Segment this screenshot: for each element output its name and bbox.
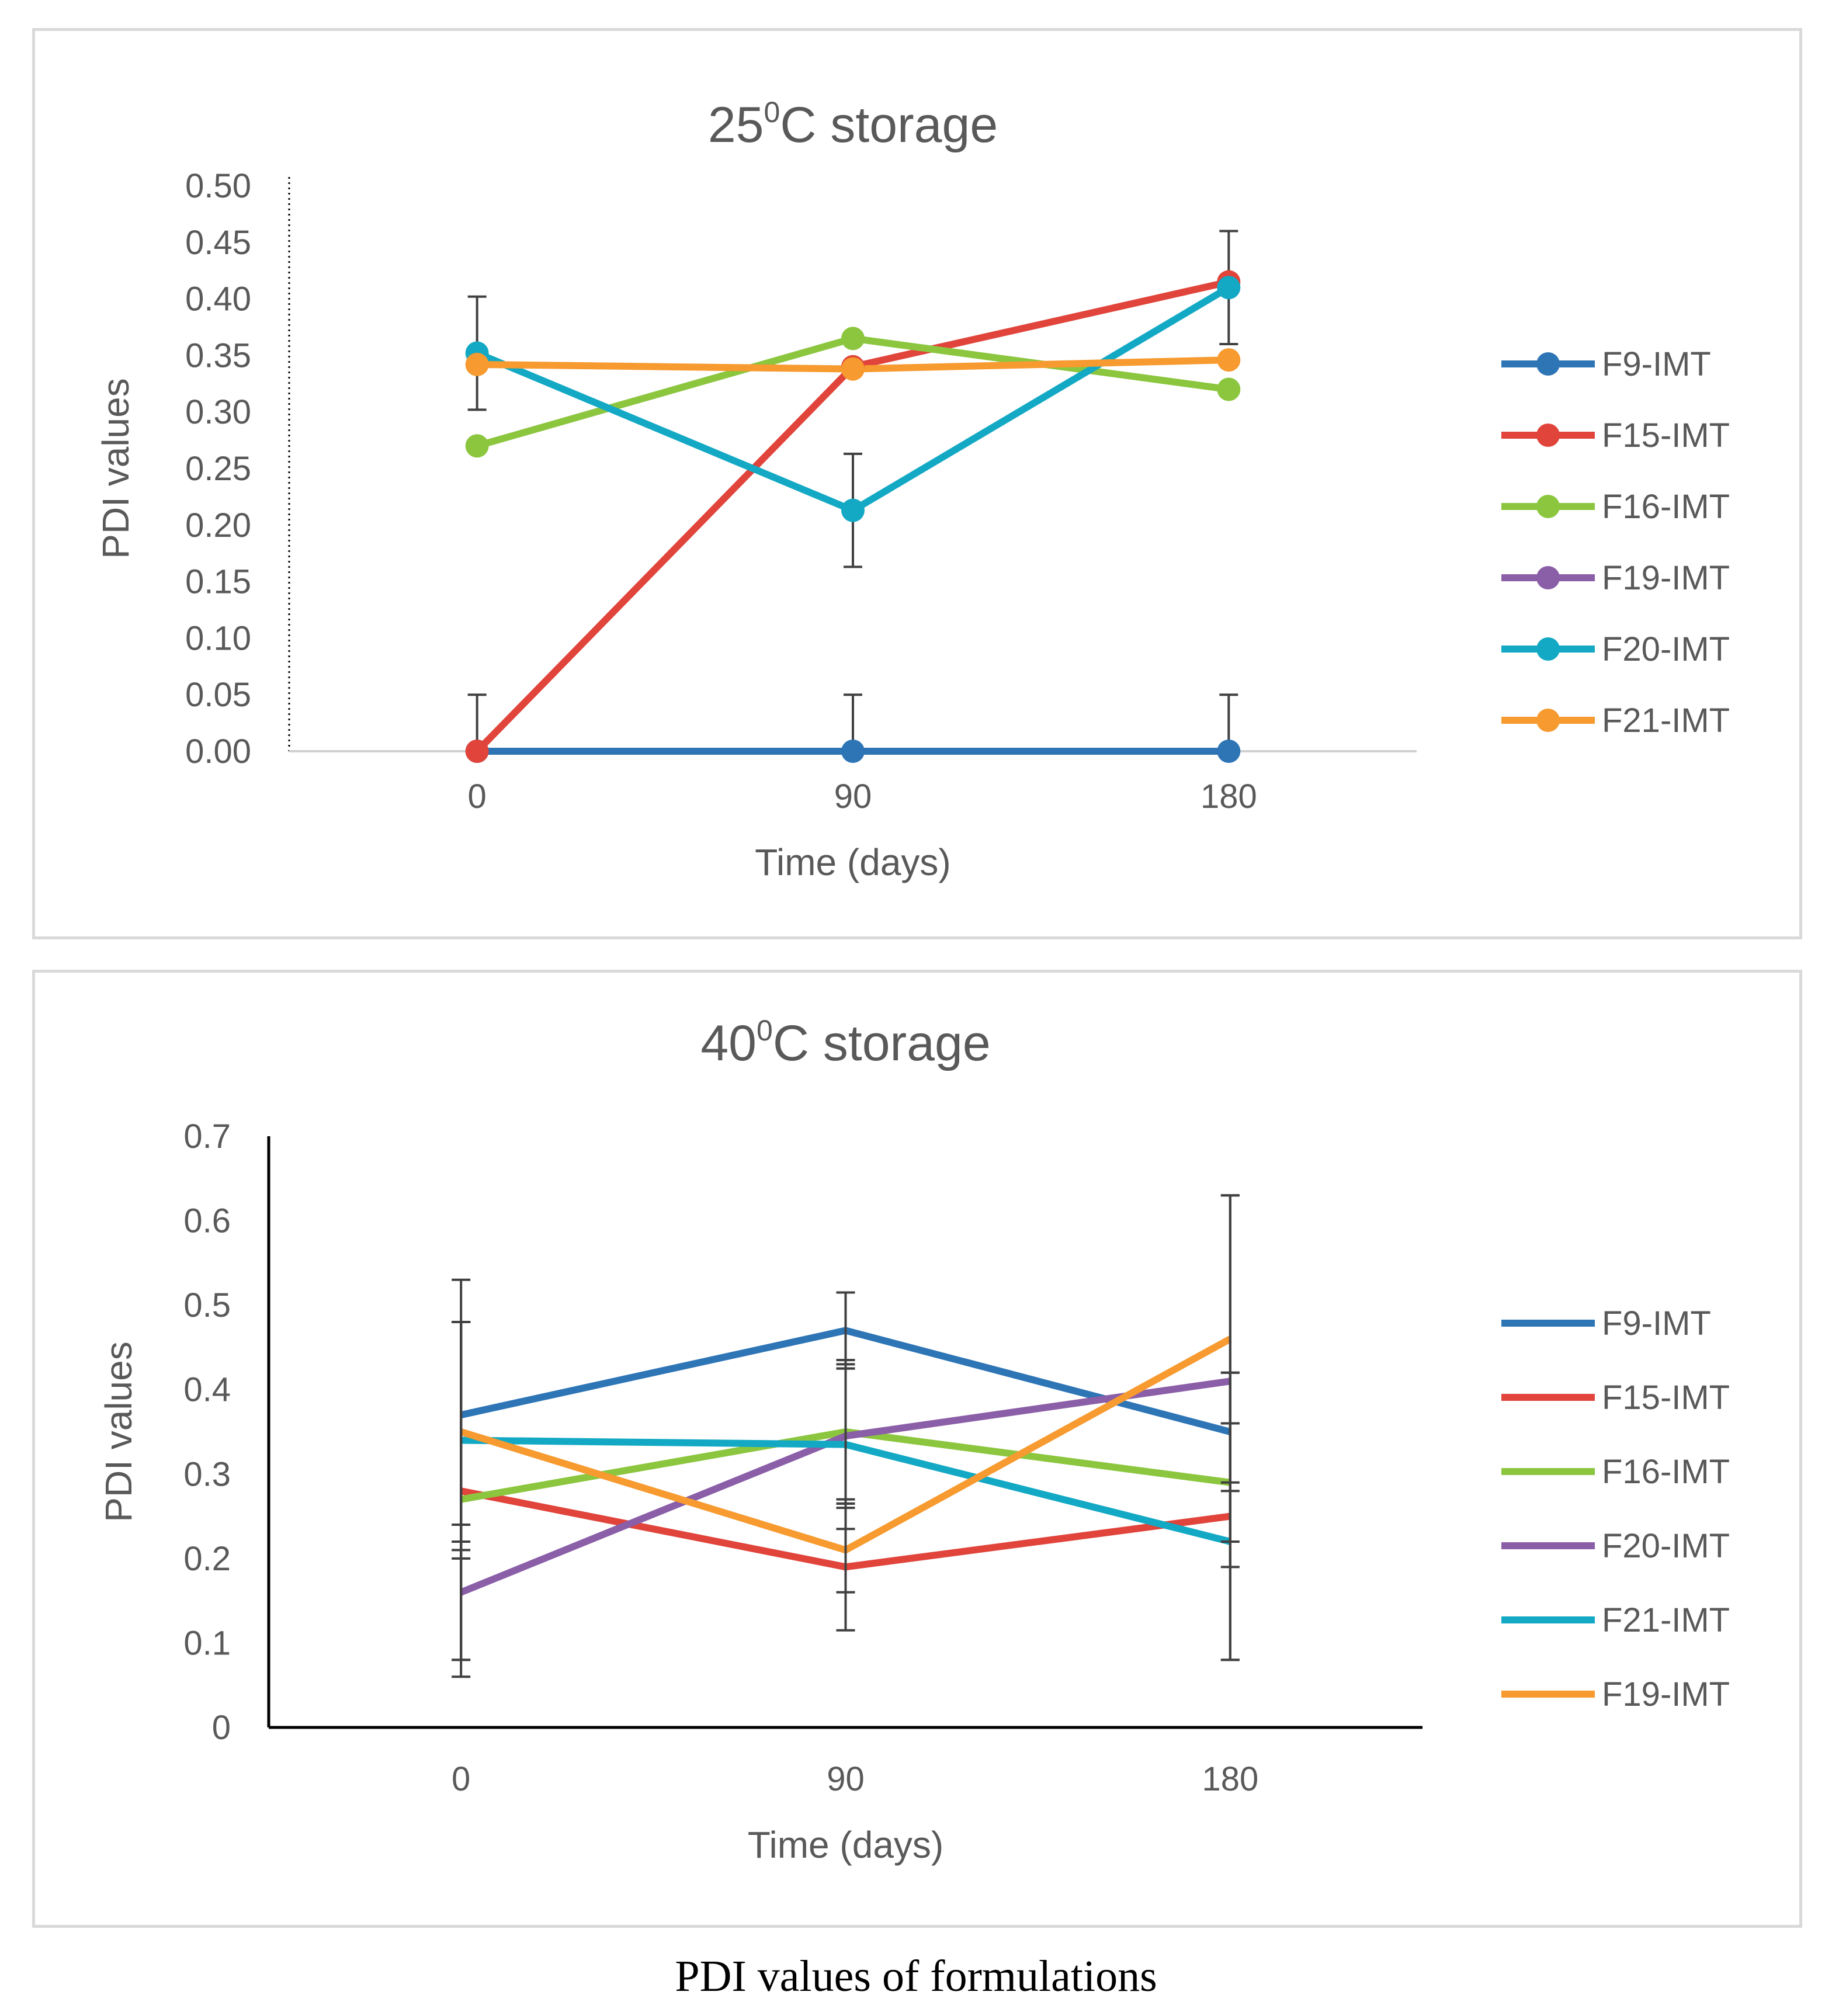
chart-panel-25c: 250C storage 0.00 0.05 0.10 0.15 0.20 0.25 0.30… — [32, 28, 1802, 939]
x-tick-label: 90 — [834, 778, 872, 816]
chart-title: 400C storage — [700, 1014, 990, 1071]
legend-label: F21-IMT — [1602, 702, 1730, 740]
legend-label: F21-IMT — [1602, 1601, 1730, 1639]
y-tick-label: 0.7 — [183, 1118, 231, 1156]
x-tick-label: 0 — [468, 778, 487, 816]
chart-panel-40c: 400C storage 0 0.1 0.2 0.3 0.4 0.5 0.6 0.7 0 90 180… — [32, 970, 1802, 1928]
data-point-f9-imt — [1217, 740, 1241, 763]
legend-marker — [1536, 352, 1560, 376]
y-tick-label: 0.05 — [185, 676, 251, 714]
legend-label: F16-IMT — [1602, 1453, 1730, 1491]
data-point-f21-imt — [1217, 348, 1241, 372]
y-tick-label: 0.2 — [183, 1540, 231, 1578]
data-point-f16-imt — [465, 434, 489, 458]
y-tick-label: 0.20 — [185, 506, 251, 544]
y-axis-label: PDI values — [98, 1341, 140, 1522]
y-tick-label: 0.10 — [185, 619, 251, 657]
legend-label: F9-IMT — [1602, 1304, 1711, 1342]
chart-title: 250C storage — [708, 96, 998, 153]
y-tick-label: 0 — [212, 1709, 231, 1747]
data-point-f16-imt — [841, 327, 865, 351]
y-tick-label: 0.3 — [183, 1455, 231, 1493]
x-tick-label: 180 — [1200, 778, 1257, 816]
chart-40c-svg: 400C storage 0 0.1 0.2 0.3 0.4 0.5 0.6 0.7 0 90 180… — [98, 1014, 1730, 1866]
y-tick-label: 0.00 — [185, 733, 251, 771]
y-tick-label: 0.35 — [185, 336, 251, 374]
x-axis-label: Time (days) — [748, 1824, 943, 1866]
data-point-f20-imt — [841, 498, 865, 522]
x-tick-label: 0 — [452, 1760, 470, 1798]
legend-label: F19-IMT — [1602, 1675, 1730, 1713]
legend-label: F16-IMT — [1602, 488, 1730, 526]
legend-marker — [1536, 495, 1560, 518]
legend-marker — [1536, 709, 1560, 732]
legend-label: F19-IMT — [1602, 559, 1730, 597]
y-tick-label: 0.1 — [183, 1624, 231, 1662]
y-tick-label: 0.45 — [185, 224, 251, 262]
legend-label: F15-IMT — [1602, 417, 1730, 454]
y-tick-label: 0.5 — [183, 1286, 231, 1324]
y-axis-label: PDI values — [95, 378, 137, 558]
x-tick-label: 180 — [1202, 1760, 1258, 1798]
y-tick-label: 0.4 — [183, 1371, 231, 1409]
legend-label: F20-IMT — [1602, 630, 1730, 668]
legend-label: F20-IMT — [1602, 1527, 1730, 1565]
legend-marker — [1536, 424, 1560, 447]
y-tick-label: 0.15 — [185, 563, 251, 601]
data-point-f20-imt — [1217, 276, 1241, 300]
y-tick-label: 0.40 — [185, 280, 251, 318]
y-tick-label: 0.50 — [185, 167, 251, 205]
legend-label: F9-IMT — [1602, 345, 1711, 383]
data-point-f16-imt — [1217, 377, 1241, 401]
legend-marker — [1536, 637, 1560, 661]
x-tick-label: 90 — [827, 1760, 865, 1798]
figure-caption: PDI values of formulations — [675, 1952, 1157, 2001]
y-tick-label: 0.30 — [185, 393, 251, 431]
y-tick-label: 0.25 — [185, 450, 251, 488]
data-point-f15-imt — [465, 740, 489, 763]
x-axis-label: Time (days) — [755, 841, 950, 883]
chart-25c-svg: 250C storage 0.00 0.05 0.10 0.15 0.20 0.25 0.30… — [95, 96, 1730, 883]
data-point-f21-imt — [465, 352, 489, 376]
legend-marker — [1536, 566, 1560, 589]
data-point-f9-imt — [841, 740, 865, 763]
legend-label: F15-IMT — [1602, 1379, 1730, 1417]
data-point-f21-imt — [841, 357, 865, 381]
y-tick-label: 0.6 — [183, 1202, 231, 1240]
